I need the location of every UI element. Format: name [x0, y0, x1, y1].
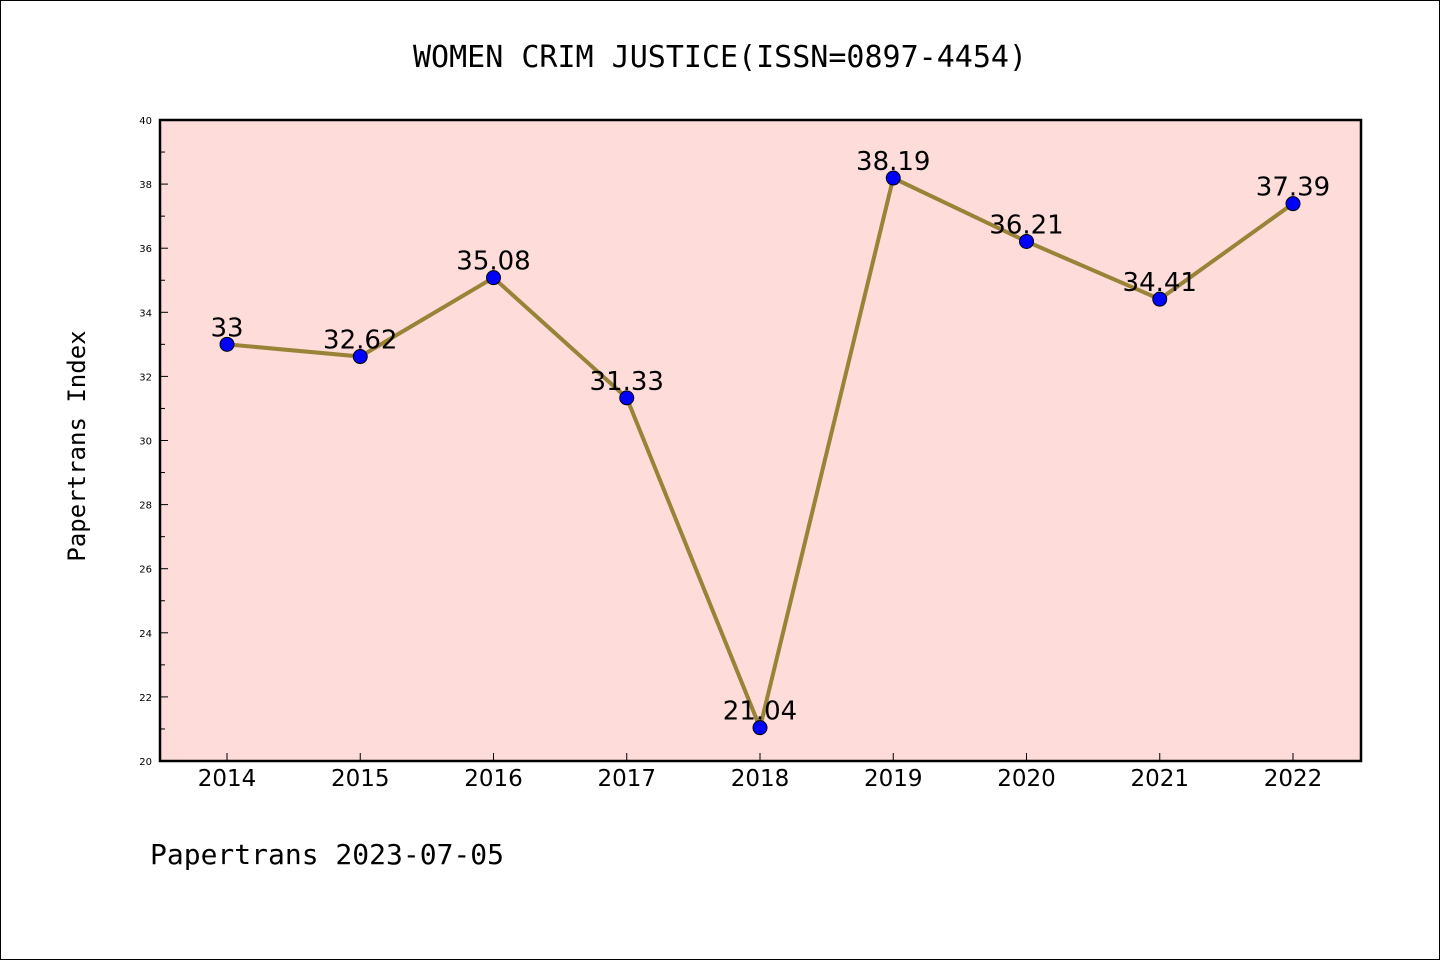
y-tick-label: 24: [139, 629, 152, 640]
y-axis-label: Papertrans Index: [63, 330, 91, 561]
y-tick-label: 28: [139, 501, 152, 512]
x-tick-label: 2015: [331, 766, 390, 792]
plot-border: [158, 118, 1363, 763]
data-label: 21.04: [723, 697, 797, 727]
y-tick-label: 30: [139, 437, 152, 448]
x-tick-label: 2022: [1264, 766, 1323, 792]
data-point-marker: [486, 270, 501, 286]
data-point-marker: [1019, 233, 1034, 249]
data-label: 37.39: [1256, 173, 1330, 203]
data-label: 35.08: [456, 247, 530, 277]
data-label: 34.41: [1123, 268, 1197, 298]
y-tick-label: 32: [139, 372, 152, 383]
y-tick-label: 34: [139, 308, 152, 319]
y-tick-label: 26: [139, 565, 152, 576]
x-tick-label: 2014: [198, 766, 257, 792]
x-tick-label: 2018: [731, 766, 790, 792]
data-point-marker: [219, 336, 235, 352]
x-tick-label: 2017: [597, 766, 656, 792]
data-label: 38.19: [856, 147, 930, 177]
y-tick-label: 40: [139, 116, 152, 127]
footer-text: Papertrans 2023-07-05: [150, 838, 504, 871]
x-axis: 2014 2015 2016 2017 2018 2019 2020 2021 2022: [198, 753, 1323, 792]
x-tick-label: 2020: [997, 766, 1056, 792]
y-tick-label: 22: [139, 693, 152, 704]
y-tick-label: 20: [139, 757, 152, 768]
x-tick-label: 2019: [864, 766, 923, 792]
data-point-marker: [1285, 196, 1301, 212]
data-label: 31.33: [590, 367, 664, 397]
data-label: 32.62: [323, 326, 397, 356]
data-points: [219, 170, 1301, 736]
data-point-marker: [1152, 291, 1168, 307]
plot-area: [160, 120, 1361, 761]
x-tick-label: 2016: [464, 766, 523, 792]
x-tick-label: 2021: [1130, 766, 1189, 792]
y-tick-label: 36: [139, 244, 152, 255]
data-label: 36.21: [989, 210, 1063, 240]
y-tick-label: 38: [139, 180, 152, 191]
data-point-marker: [352, 349, 368, 365]
y-axis: 20 22 24 26 28 30 32 34 36 38 40: [139, 116, 168, 768]
data-label: 33: [210, 313, 243, 343]
data-point-marker: [619, 390, 635, 406]
data-labels: 33 32.62 35.08 31.33 21.04 38.19 36.21 34.41 37.…: [210, 147, 1330, 727]
data-point-marker: [752, 720, 768, 736]
data-point-marker: [885, 170, 901, 186]
chart-title: WOMEN CRIM JUSTICE(ISSN=0897-4454): [413, 40, 1027, 75]
